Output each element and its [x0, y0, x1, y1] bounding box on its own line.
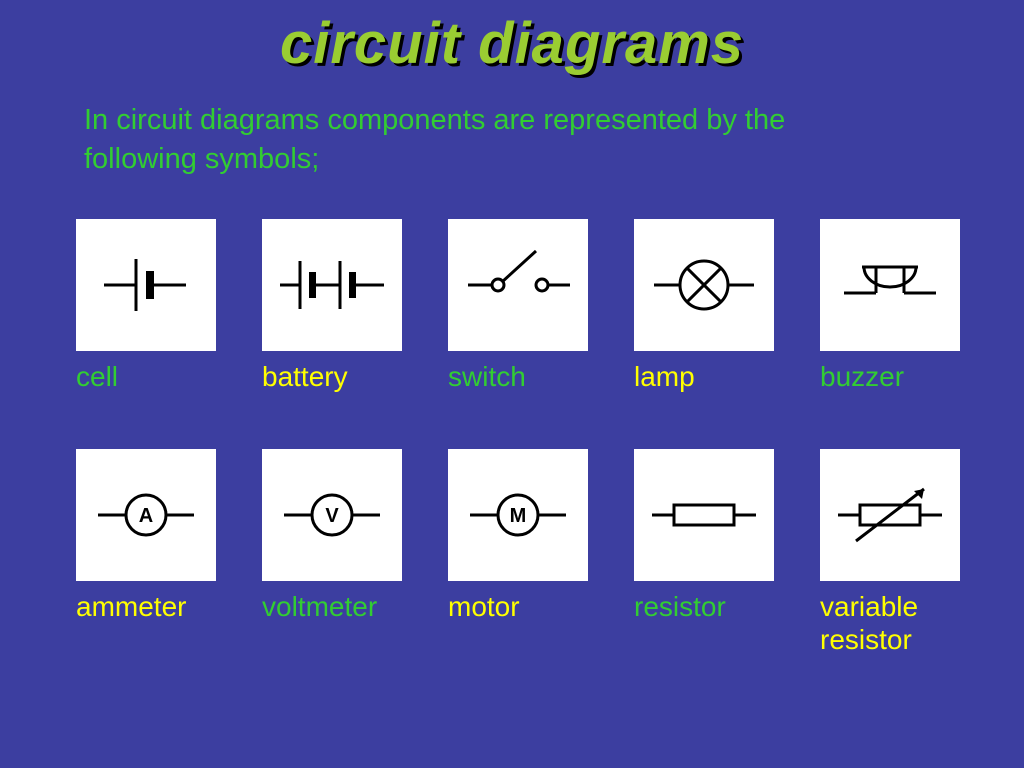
symbol-item-lamp: lamp: [634, 219, 774, 393]
voltmeter-symbol: V: [262, 449, 402, 581]
slide-intro: In circuit diagrams components are repre…: [84, 101, 904, 179]
motor-symbol: M: [448, 449, 588, 581]
symbol-item-motor: Mmotor: [448, 449, 588, 655]
varres-symbol: [820, 449, 960, 581]
buzzer-symbol: [820, 219, 960, 351]
battery-label: battery: [262, 361, 402, 393]
battery-symbol: [262, 219, 402, 351]
svg-text:V: V: [325, 505, 339, 527]
cell-label: cell: [76, 361, 216, 393]
symbol-item-battery: battery: [262, 219, 402, 393]
ammeter-label: ammeter: [76, 591, 216, 623]
switch-symbol: [448, 219, 588, 351]
symbol-grid: cellbatteryswitchlampbuzzerAammeterVvolt…: [76, 219, 948, 656]
symbol-item-buzzer: buzzer: [820, 219, 960, 393]
resistor-label: resistor: [634, 591, 774, 623]
symbol-item-varres: variable resistor: [820, 449, 960, 655]
slide-title: circuit diagrams: [70, 10, 954, 77]
motor-label: motor: [448, 591, 588, 623]
buzzer-label: buzzer: [820, 361, 960, 393]
varres-label: variable resistor: [820, 591, 960, 655]
ammeter-symbol: A: [76, 449, 216, 581]
lamp-symbol: [634, 219, 774, 351]
symbol-item-voltmeter: Vvoltmeter: [262, 449, 402, 655]
svg-text:A: A: [139, 505, 153, 527]
svg-text:M: M: [510, 505, 527, 527]
cell-symbol: [76, 219, 216, 351]
symbol-item-switch: switch: [448, 219, 588, 393]
symbol-item-ammeter: Aammeter: [76, 449, 216, 655]
symbol-item-resistor: resistor: [634, 449, 774, 655]
voltmeter-label: voltmeter: [262, 591, 402, 623]
switch-label: switch: [448, 361, 588, 393]
slide: circuit diagrams In circuit diagrams com…: [0, 0, 1024, 768]
resistor-symbol: [634, 449, 774, 581]
symbol-item-cell: cell: [76, 219, 216, 393]
lamp-label: lamp: [634, 361, 774, 393]
